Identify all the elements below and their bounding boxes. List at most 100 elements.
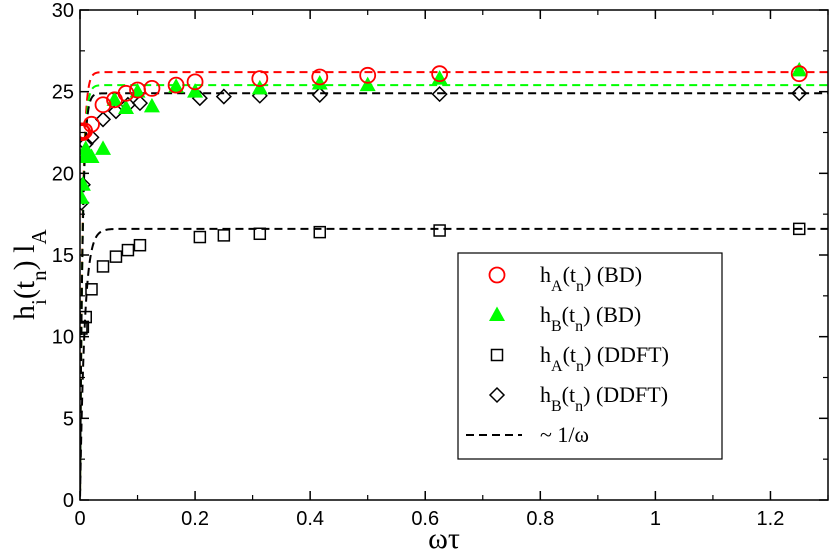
x-tick-label: 0.8 — [526, 508, 554, 530]
data-point — [94, 96, 112, 114]
legend-entry: hA(tn) (DDFT) — [490, 342, 669, 375]
legend-label-part: B — [551, 318, 562, 335]
legend-label: hA(tn) (BD) — [540, 262, 642, 295]
data-point — [790, 65, 808, 83]
data-point — [433, 224, 446, 237]
data-point — [792, 222, 806, 236]
y-tick-label: 30 — [52, 0, 74, 22]
data-point — [431, 65, 449, 83]
legend-label: hB(tn) (BD) — [540, 302, 641, 335]
legend-label-part: h — [540, 342, 551, 367]
legend-label-part: ) (DDFT) — [584, 342, 669, 367]
y-axis-title-part: (t — [8, 280, 41, 299]
legend-label-part: A — [551, 358, 563, 375]
legend-entry: hA(tn) (BD) — [488, 262, 642, 295]
data-point — [251, 79, 268, 95]
data-point — [96, 260, 110, 273]
y-tick-label: 10 — [52, 327, 74, 349]
y-tick-label: 15 — [52, 245, 74, 267]
data-point — [80, 176, 91, 193]
y-axis-title-part: h — [8, 305, 41, 320]
y-axis-title: hi(tn) lA — [8, 229, 51, 321]
series-2 — [80, 222, 806, 335]
legend-label-part: (t — [563, 262, 576, 287]
data-point — [83, 148, 100, 163]
y-tick-label: 25 — [52, 82, 74, 104]
data-point — [215, 88, 232, 105]
data-point — [251, 70, 269, 87]
data-point — [311, 68, 329, 86]
data-point — [311, 75, 328, 90]
data-point — [143, 97, 160, 113]
data-point — [121, 243, 135, 257]
data-point — [193, 230, 207, 244]
legend-label-part: (t — [563, 342, 576, 367]
legend: hA(tn) (BD)hB(tn) (BD)hA(tn) (DDFT)hB(tn… — [457, 252, 723, 460]
legend-marker — [488, 386, 506, 404]
legend-marker — [490, 348, 504, 362]
data-point — [117, 84, 135, 102]
legend-label-part: ) (BD) — [583, 302, 641, 327]
data-point — [359, 66, 377, 84]
fit-curve-0 — [80, 71, 828, 491]
x-tick-label: 0.2 — [181, 508, 209, 530]
legend-label-part: n — [576, 358, 584, 375]
legend-entry: hB(tn) (BD) — [489, 302, 641, 335]
legend-label-part: A — [551, 278, 563, 295]
data-point — [311, 86, 328, 103]
legend-label-part: n — [576, 278, 584, 295]
data-point — [109, 250, 123, 263]
legend-label-part: n — [575, 398, 583, 415]
legend-marker — [488, 266, 506, 284]
y-axis-title-part: A — [27, 229, 51, 245]
series-0 — [80, 65, 808, 141]
data-point — [431, 86, 448, 103]
x-tick-label: 1 — [650, 508, 661, 530]
y-axis-title-part: i — [27, 299, 51, 305]
legend-label-part: (t — [562, 382, 575, 407]
y-tick-label: 0 — [63, 490, 74, 512]
data-point — [167, 76, 185, 94]
data-point — [359, 76, 376, 92]
data-point — [217, 229, 231, 242]
legend-label-part: h — [540, 382, 551, 407]
legend-label: hA(tn) (DDFT) — [540, 342, 669, 375]
data-point — [94, 111, 112, 128]
data-point — [168, 78, 185, 93]
x-tick-label: 1.2 — [757, 508, 785, 530]
legend-label-part: ) (DDFT) — [583, 382, 668, 407]
data-point — [80, 189, 90, 204]
data-point — [80, 320, 90, 334]
y-tick-label: 20 — [52, 163, 74, 185]
x-tick-label: 0.4 — [296, 508, 324, 530]
data-point — [85, 283, 98, 296]
data-point — [791, 85, 808, 102]
y-tick-label: 5 — [63, 408, 74, 430]
x-axis-title: ωτ — [428, 522, 460, 555]
x-tick-label: 0 — [74, 508, 85, 530]
data-point — [253, 227, 267, 241]
data-point — [95, 140, 112, 155]
data-point — [143, 80, 161, 97]
data-point — [187, 83, 204, 98]
legend-label-part: h — [540, 262, 551, 287]
legend-entry: hB(tn) (DDFT) — [488, 382, 668, 415]
data-point — [80, 176, 91, 191]
legend-marker — [489, 306, 505, 321]
legend-label-part: ) (BD) — [584, 262, 642, 287]
y-axis-title-part: n — [27, 270, 51, 281]
data-point — [131, 95, 149, 112]
data-point — [313, 225, 327, 239]
data-point — [791, 61, 808, 77]
legend-label-part: n — [575, 318, 583, 335]
series-3 — [80, 85, 808, 211]
data-point — [186, 73, 204, 91]
x-tick-label: 0.6 — [411, 508, 439, 530]
legend-label-part: (t — [562, 302, 575, 327]
data-point — [107, 103, 125, 120]
legend-label-part: h — [540, 302, 551, 327]
data-point — [83, 115, 100, 133]
legend-label: hB(tn) (DDFT) — [540, 382, 668, 415]
legend-label: ~ 1/ω — [540, 422, 589, 447]
